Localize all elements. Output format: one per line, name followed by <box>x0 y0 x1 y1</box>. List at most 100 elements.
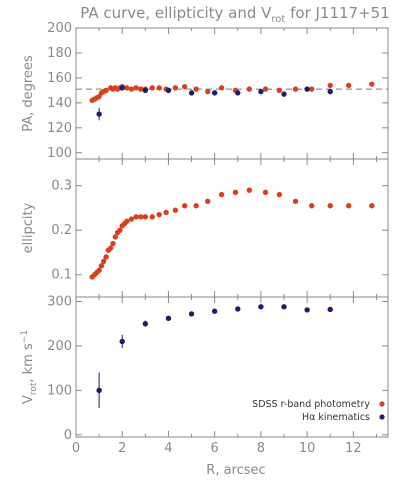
y-tick-label: 100 <box>47 146 72 161</box>
data-point <box>327 306 333 313</box>
data-point <box>258 304 264 310</box>
data-point <box>103 87 109 94</box>
y-tick-label: 0.2 <box>51 223 72 238</box>
data-point <box>218 191 225 198</box>
data-point <box>165 315 172 322</box>
data-point <box>142 320 149 327</box>
data-point <box>107 245 114 251</box>
data-point <box>262 86 269 92</box>
data-point <box>156 85 162 91</box>
y-tick-label: 140 <box>47 96 72 111</box>
data-point <box>193 86 199 92</box>
legend-label-photometry: SDSS r-band photometry <box>252 399 370 410</box>
y-tick-label: 0.1 <box>51 268 72 283</box>
x-axis-label: R, arcsec <box>206 463 265 478</box>
data-point <box>346 82 352 89</box>
data-point <box>188 90 195 96</box>
x-tick-label: 2 <box>118 441 126 456</box>
data-point <box>138 86 144 92</box>
y-tick-label: 200 <box>47 21 72 36</box>
panel-1: 0.1 0.2 0.3 ellipcity <box>21 158 389 298</box>
data-point <box>172 85 179 91</box>
data-point <box>205 198 211 204</box>
y-tick-label: 300 <box>47 294 72 309</box>
data-point <box>262 189 269 196</box>
data-point <box>205 88 211 95</box>
data-point <box>128 216 135 222</box>
data-point <box>304 307 310 313</box>
data-point <box>276 87 283 94</box>
data-point <box>117 227 123 233</box>
data-point <box>327 82 333 89</box>
y-tick-label: 100 <box>47 383 72 398</box>
data-point <box>276 191 283 198</box>
y-tick-label: 180 <box>47 46 72 61</box>
data-point <box>246 187 253 193</box>
panel-2: 0 2 4 6 8 10 12 0 100 200 300 Vrot, km s−1 <box>20 294 389 456</box>
data-point <box>346 203 352 209</box>
data-point <box>119 338 125 345</box>
x-tick-label: 12 <box>345 441 362 456</box>
y-tick-label: 120 <box>47 121 72 136</box>
data-point <box>369 81 375 87</box>
y-axis-label: Vrot, km s−1 <box>20 330 39 404</box>
y-tick-label: 160 <box>47 71 72 86</box>
legend-label-halpha: Hα kinematics <box>302 412 370 423</box>
data-point <box>292 198 299 204</box>
data-point <box>142 214 149 220</box>
data-point <box>188 311 195 317</box>
panel-frame <box>75 296 389 438</box>
data-point <box>149 214 155 220</box>
data-point <box>304 86 310 92</box>
data-point <box>112 234 118 240</box>
data-point <box>246 86 253 92</box>
chart-title: PA curve, ellipticity and Vrot for J1117… <box>80 4 390 25</box>
data-point <box>96 111 102 117</box>
data-point <box>96 267 102 273</box>
data-point <box>165 87 172 94</box>
data-point <box>281 304 287 310</box>
data-point <box>235 90 241 96</box>
data-point <box>258 88 264 95</box>
data-point <box>133 85 139 91</box>
data-point <box>133 214 139 220</box>
x-tick-label: 0 <box>72 441 80 456</box>
legend-marker-halpha <box>379 414 385 420</box>
data-point <box>119 85 125 91</box>
data-point <box>193 203 199 209</box>
data-point <box>142 87 149 94</box>
data-point <box>235 306 241 312</box>
chart-title-subscript: rot <box>271 14 285 25</box>
data-point <box>309 86 315 92</box>
data-point <box>124 218 130 225</box>
data-point <box>369 203 375 209</box>
data-point <box>292 86 299 92</box>
x-tick-label: 10 <box>299 441 316 456</box>
data-point <box>149 85 155 91</box>
data-point <box>128 86 135 92</box>
data-point <box>103 254 109 260</box>
y-axis-label: ellipcity <box>21 202 36 253</box>
legend-marker-photometry <box>379 401 385 407</box>
data-point <box>218 85 225 91</box>
data-point <box>309 203 315 209</box>
data-point <box>101 258 107 265</box>
x-tick-label: 6 <box>211 441 219 456</box>
y-tick-label: 200 <box>47 339 72 354</box>
y-tick-label: 0.3 <box>51 179 72 194</box>
data-point <box>163 209 169 216</box>
data-point <box>138 214 144 220</box>
legend: SDSS r-band photometry Hα kinematics <box>252 399 385 423</box>
panel-0: 100 120 140 160 180 200 PA, degrees <box>21 21 389 161</box>
data-point <box>110 240 116 247</box>
y-tick-label: 0 <box>64 428 72 443</box>
data-point <box>124 85 130 91</box>
data-point <box>327 203 333 209</box>
data-point <box>181 203 188 209</box>
x-tick-label: 4 <box>164 441 172 456</box>
data-point <box>281 91 287 97</box>
data-point <box>156 211 162 218</box>
data-point <box>211 90 218 96</box>
data-point <box>98 263 105 269</box>
